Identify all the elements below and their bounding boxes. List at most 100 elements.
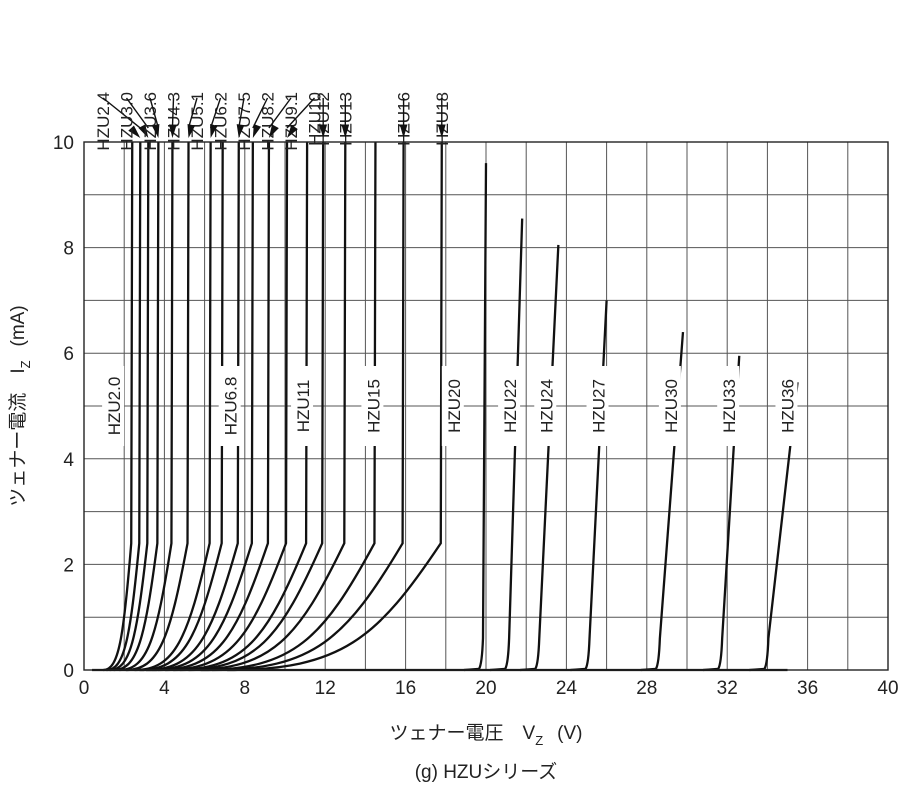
top-label-group: HZU18	[433, 92, 452, 146]
inline-label-group: HZU33	[717, 366, 740, 446]
label-arrow-head	[210, 124, 218, 138]
x-tick-label: 40	[877, 678, 898, 699]
curves	[92, 141, 799, 672]
inline-label: HZU30	[662, 379, 681, 433]
inline-label-bg	[218, 366, 241, 446]
label-arrow-head	[236, 124, 245, 138]
y-tick-label: 6	[63, 344, 74, 365]
inline-label-group: HZU20	[441, 366, 464, 446]
x-tick-label: 4	[159, 678, 170, 699]
inline-label-bg	[658, 366, 681, 446]
plot-frame	[83, 141, 889, 671]
label-arrow-head	[168, 124, 177, 138]
inline-label-bg	[361, 366, 384, 446]
inline-label-group: HZU6.8	[218, 366, 241, 446]
y-tick-label: 4	[63, 450, 74, 471]
top-label: HZU10	[306, 92, 325, 146]
label-arrow-shaft	[209, 97, 222, 129]
curve-hzu18	[227, 141, 443, 672]
top-label: HZU5.1	[188, 92, 207, 151]
x-tick-label: 24	[556, 678, 578, 699]
label-arrow-head	[287, 124, 298, 138]
x-tick-label: 36	[797, 678, 818, 699]
top-label-group: HZU4.3	[165, 92, 184, 151]
label-arrow-head	[151, 124, 160, 138]
inline-label: HZU33	[720, 379, 739, 433]
inline-label-group: HZU15	[361, 366, 384, 446]
label-arrow-head	[268, 124, 279, 138]
label-arrow-shaft	[238, 97, 245, 129]
inline-label: HZU22	[501, 379, 520, 433]
top-label-group: HZU7.5	[235, 92, 254, 151]
label-arrow-shaft	[252, 97, 269, 129]
top-label: HZU3.6	[141, 92, 160, 151]
top-label: HZU6.2	[212, 92, 231, 151]
top-label-group: HZU12	[314, 92, 333, 146]
label-arrow-shaft	[268, 97, 292, 129]
curve-hzu4-3	[119, 141, 174, 672]
curve-hzu3-6	[113, 141, 160, 672]
inline-label-group: HZU36	[775, 366, 798, 446]
top-label: HZU3.0	[118, 92, 137, 151]
x-tick-label: 20	[475, 678, 496, 699]
top-label-group: HZU13	[336, 92, 355, 146]
inline-label-group: HZU22	[498, 366, 520, 446]
label-arrow-head	[128, 125, 141, 138]
top-label-group: HZU8.2	[252, 92, 278, 151]
x-tick-label: 32	[717, 678, 738, 699]
x-tick-label: 0	[79, 678, 90, 699]
label-arrow-head	[437, 124, 446, 138]
inline-label-bg	[586, 366, 609, 446]
label-arrow-head	[252, 124, 262, 138]
curve-hzu2-0	[103, 141, 134, 672]
inline-label: HZU24	[537, 379, 556, 433]
curve-hzu10	[165, 141, 289, 672]
label-arrow-shaft	[171, 97, 175, 129]
y-tick-label: 2	[63, 555, 74, 576]
label-arrow-head	[399, 124, 408, 138]
label-arrow-shaft	[286, 97, 316, 129]
inline-label: HZU36	[778, 379, 797, 433]
inline-label: HZU15	[364, 379, 383, 433]
x-tick-label: 12	[315, 678, 336, 699]
label-arrow-shaft	[187, 97, 198, 129]
inline-label: HZU27	[590, 379, 609, 433]
inline-label-bg	[534, 366, 557, 446]
curve-hzu8-2	[151, 141, 254, 672]
top-label-group: HZU3.0	[118, 92, 149, 151]
inline-label-group: HZU24	[534, 366, 557, 446]
y-axis-label: ツェナー電流 IZ (mA)	[7, 305, 33, 506]
top-label-group: HZU10	[286, 92, 325, 146]
inline-label: HZU2.0	[105, 377, 124, 436]
x-axis-label-main: ツェナー電圧 V	[390, 723, 536, 744]
label-arrow-shaft	[125, 97, 149, 129]
top-label-group: HZU3.6	[141, 92, 160, 151]
curve-hzu13	[188, 141, 347, 672]
curve-hzu27	[570, 300, 608, 672]
y-axis-label-unit: (mA)	[8, 305, 29, 346]
label-arrow-head	[341, 124, 350, 138]
curve-labels: HZU2.4 HZU3.0 HZU3.6 HZU4.3 HZU5.1 HZU6.2 HZU7…	[94, 92, 798, 446]
y-axis-label-sub: Z	[18, 360, 33, 368]
top-label: HZU9.1	[282, 92, 301, 151]
curve-hzu20	[463, 163, 488, 672]
y-axis-label-main: ツェナー電流 I	[7, 368, 29, 506]
top-label-group: HZU6.2	[209, 92, 231, 151]
top-label-group: HZU5.1	[187, 92, 207, 151]
curve-hzu16	[211, 141, 405, 672]
label-arrow-shaft	[102, 97, 141, 129]
inline-label-bg	[102, 366, 125, 446]
top-label: HZU4.3	[165, 92, 184, 151]
inline-label: HZU11	[294, 380, 313, 433]
inline-label-bg	[498, 366, 521, 446]
label-arrow-head	[319, 124, 328, 138]
x-axis-label-sub: Z	[535, 733, 543, 748]
top-label: HZU7.5	[235, 92, 254, 151]
curve-hzu15	[200, 141, 377, 672]
curve-hzu3-0	[109, 141, 150, 672]
label-arrow-shaft	[149, 97, 160, 129]
curve-hzu5-1	[125, 141, 190, 672]
top-label-group: HZU9.1	[268, 92, 301, 151]
inline-label-bg	[775, 366, 798, 446]
